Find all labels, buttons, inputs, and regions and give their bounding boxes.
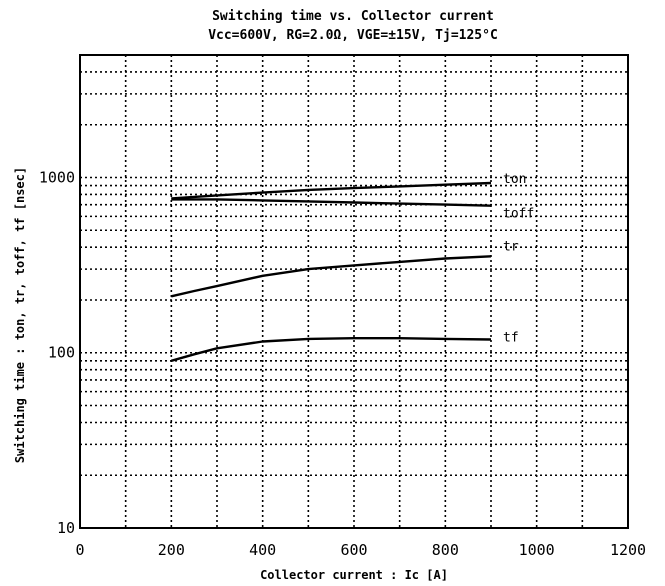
grid (80, 55, 628, 528)
x-tick-label: 400 (249, 541, 276, 559)
chart-subtitle: Vcc=600V, RG=2.0Ω, VGE=±15V, Tj=125°C (208, 28, 498, 43)
x-axis-label: Collector current : Ic [A] (260, 568, 448, 582)
plot-frame (79, 54, 629, 529)
x-tick-label: 1200 (610, 541, 646, 559)
chart-title: Switching time vs. Collector current (212, 9, 494, 24)
y-axis-label: Switching time : ton, tr, toff, tf [nsec… (13, 167, 27, 463)
tick-labels: 0 200 400 600 800 1000 1200 10 100 1000 (39, 168, 646, 559)
series-line-ton (171, 181, 492, 200)
x-tick-label: 800 (432, 541, 459, 559)
x-tick-label: 1000 (519, 541, 555, 559)
series-line-toff (171, 198, 492, 207)
series-label-tr: tr (503, 239, 519, 254)
series-label-ton: ton (503, 172, 526, 187)
series-labels: ton toff tr tf (503, 172, 534, 345)
y-tick-label: 10 (57, 519, 75, 537)
x-tick-label: 0 (75, 541, 84, 559)
series-line-tf (170, 337, 492, 362)
series-lines (170, 181, 492, 362)
x-tick-label: 600 (340, 541, 367, 559)
series-label-tf: tf (503, 331, 519, 346)
series-label-toff: toff (503, 207, 534, 222)
x-tick-label: 200 (158, 541, 185, 559)
y-tick-label: 100 (48, 344, 75, 362)
series-line-tr (171, 255, 492, 298)
y-tick-label: 1000 (39, 168, 75, 186)
